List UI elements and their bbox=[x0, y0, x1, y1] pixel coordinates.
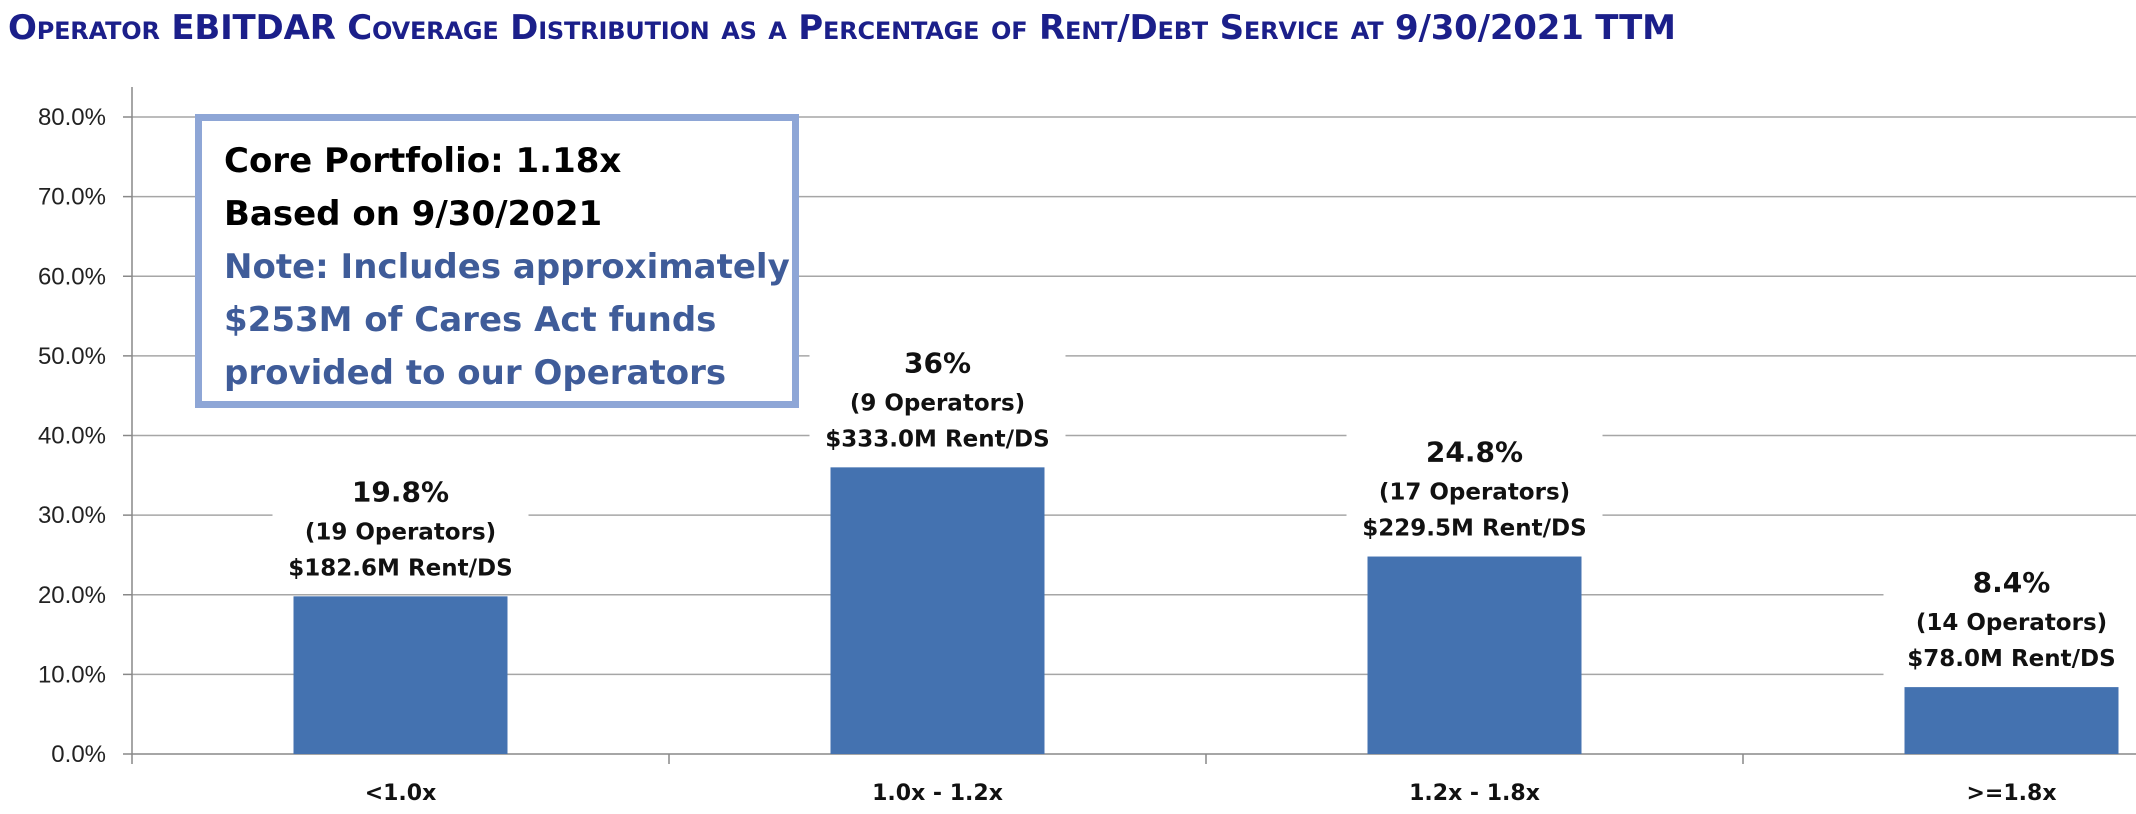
data-label-percent: 24.8% bbox=[1426, 436, 1523, 469]
x-tick-label: 1.0x - 1.2x bbox=[872, 781, 1003, 806]
bar bbox=[293, 596, 508, 754]
data-label-rent-ds: $182.6M Rent/DS bbox=[288, 555, 512, 581]
data-label-rent-ds: $333.0M Rent/DS bbox=[825, 426, 1049, 452]
data-label-background bbox=[272, 461, 529, 590]
data-labels: 19.8% (19 Operators) $182.6M Rent/DS 36% (9 … bbox=[272, 332, 2136, 681]
y-tick-label: 50.0% bbox=[38, 343, 106, 370]
data-label-percent: 36% bbox=[904, 346, 971, 379]
y-tick-label: 60.0% bbox=[38, 263, 106, 290]
data-label-background bbox=[1346, 421, 1603, 550]
data-label-background bbox=[1883, 552, 2136, 681]
data-label-background bbox=[809, 332, 1066, 461]
note-line-date: Based on 9/30/2021 bbox=[224, 194, 603, 234]
data-label-percent: 19.8% bbox=[352, 475, 449, 508]
chart-title: Operator EBITDAR Coverage Distribution a… bbox=[8, 8, 1676, 48]
axes: 0.0% 10.0% 20.0% 30.0% 40.0% 50.0% 60.0% 70.0% 8… bbox=[38, 87, 2136, 806]
y-tick-label: 0.0% bbox=[51, 741, 106, 768]
data-label-operators: (17 Operators) bbox=[1379, 480, 1570, 506]
note-line-cares-3: provided to our Operators bbox=[224, 353, 727, 393]
bar bbox=[830, 467, 1045, 754]
y-tick-label: 20.0% bbox=[38, 582, 106, 609]
y-tick-label: 10.0% bbox=[38, 661, 106, 688]
y-tick-label: 30.0% bbox=[38, 502, 106, 529]
y-tick-label: 80.0% bbox=[38, 104, 106, 131]
note-line-portfolio: Core Portfolio: 1.18x bbox=[224, 141, 622, 181]
data-label-operators: (14 Operators) bbox=[1916, 610, 2107, 636]
x-tick-label: <1.0x bbox=[365, 781, 437, 806]
data-label-percent: 8.4% bbox=[1973, 566, 2051, 599]
x-tick-label: 1.2x - 1.8x bbox=[1409, 781, 1540, 806]
y-tick-label: 40.0% bbox=[38, 423, 106, 450]
data-label-rent-ds: $229.5M Rent/DS bbox=[1362, 516, 1586, 542]
data-label-operators: (19 Operators) bbox=[305, 519, 496, 545]
note-line-cares-2: $253M of Cares Act funds bbox=[224, 300, 717, 340]
y-tick-label: 70.0% bbox=[38, 184, 106, 211]
note-line-cares-1: Note: Includes approximately bbox=[224, 247, 790, 287]
note-box: Core Portfolio: 1.18x Based on 9/30/2021… bbox=[195, 114, 799, 408]
bar bbox=[1367, 556, 1582, 754]
bars bbox=[293, 467, 2119, 754]
x-tick-label: >=1.8x bbox=[1966, 781, 2056, 806]
data-label-operators: (9 Operators) bbox=[850, 390, 1025, 416]
bar bbox=[1904, 687, 2119, 754]
data-label-rent-ds: $78.0M Rent/DS bbox=[1907, 646, 2115, 672]
